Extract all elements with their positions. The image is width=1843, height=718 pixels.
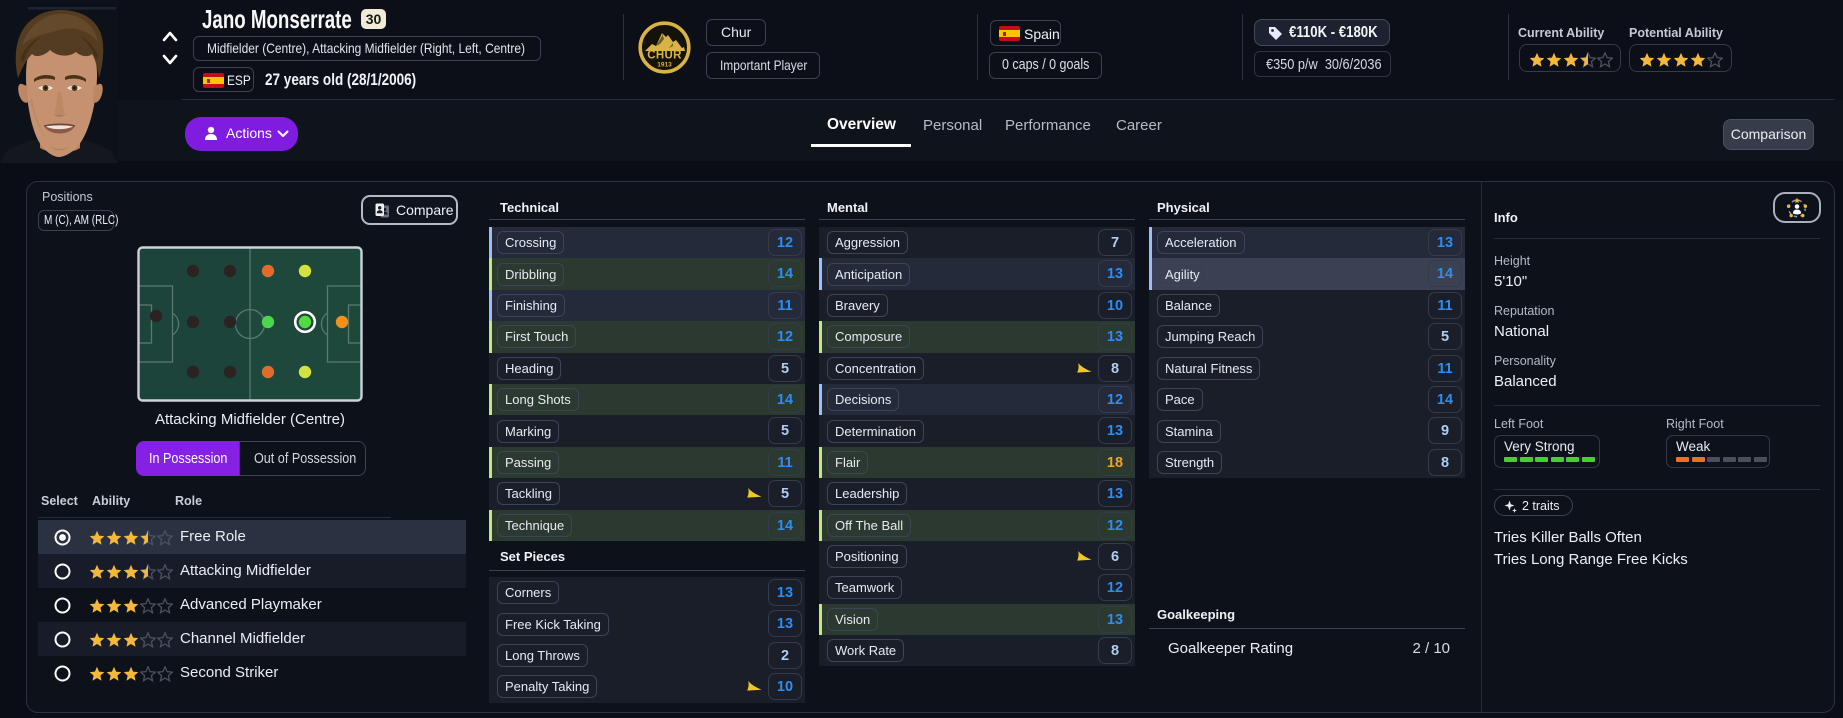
svg-text:1913: 1913 — [657, 62, 672, 69]
svg-text:CHUR: CHUR — [647, 50, 682, 62]
